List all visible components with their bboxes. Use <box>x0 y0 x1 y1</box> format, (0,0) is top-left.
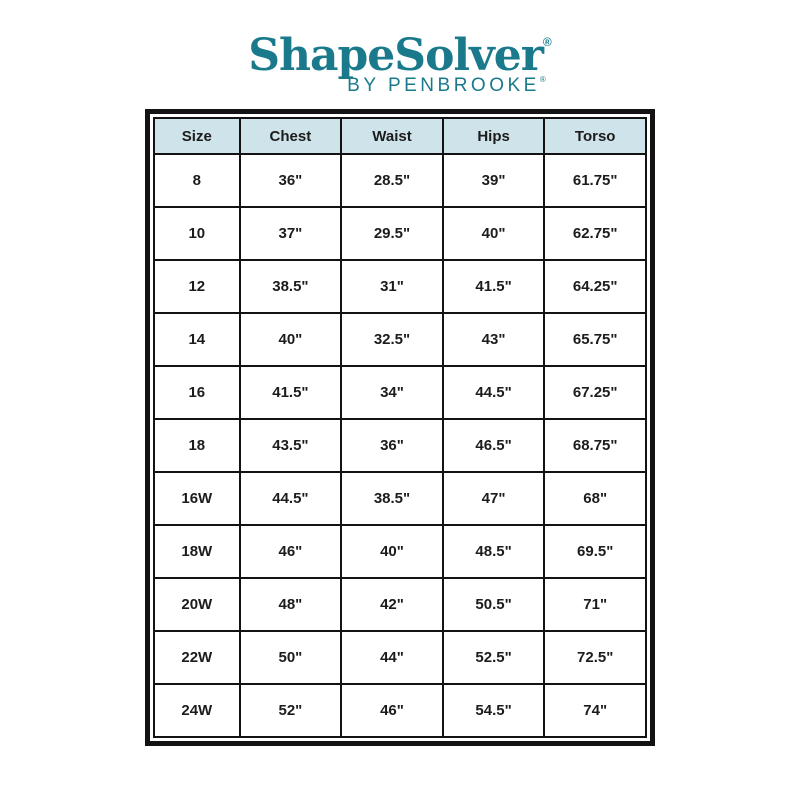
table-cell: 50.5" <box>441 577 546 633</box>
table-cell: 62.75" <box>543 206 647 262</box>
size-table-body: 8 36" 28.5" 39" 61.75" 10 37" 29.5" 40" 62.75" 12 3… <box>153 153 647 739</box>
table-cell: 31" <box>340 259 444 315</box>
table-cell: 74" <box>543 683 647 739</box>
table-cell: 18 <box>153 418 241 474</box>
table-cell: 54.5" <box>441 683 546 739</box>
table-cell: 24W <box>153 683 241 739</box>
table-row: 10 37" 29.5" 40" 62.75" <box>153 206 647 262</box>
table-row: 24W 52" 46" 54.5" 74" <box>153 683 647 739</box>
registered-trademark-icon: ® <box>539 75 546 85</box>
table-cell: 61.75" <box>543 153 647 209</box>
table-cell: 44.5" <box>441 365 546 421</box>
table-cell: 36" <box>340 418 444 474</box>
table-cell: 52.5" <box>441 630 546 686</box>
table-cell: 64.25" <box>543 259 647 315</box>
brand-name: ShapeSolver <box>248 30 544 81</box>
column-header-torso: Torso <box>543 117 647 156</box>
table-cell: 47" <box>441 471 546 527</box>
table-cell: 10 <box>153 206 241 262</box>
table-row: 12 38.5" 31" 41.5" 64.25" <box>153 259 647 315</box>
header-row: Size Chest Waist Hips Torso <box>153 117 647 156</box>
brand-logo: ShapeSolver® BY PENBROOKE® <box>248 0 551 97</box>
column-header-chest: Chest <box>238 117 343 156</box>
table-row: 18W 46" 40" 48.5" 69.5" <box>153 524 647 580</box>
table-cell: 43.5" <box>238 418 343 474</box>
table-cell: 65.75" <box>543 312 647 368</box>
table-cell: 43" <box>441 312 546 368</box>
brand-subtitle: BY PENBROOKE® <box>248 75 551 97</box>
table-cell: 72.5" <box>543 630 647 686</box>
table-cell: 32.5" <box>340 312 444 368</box>
table-cell: 67.25" <box>543 365 647 421</box>
table-row: 8 36" 28.5" 39" 61.75" <box>153 153 647 209</box>
table-cell: 20W <box>153 577 241 633</box>
table-cell: 22W <box>153 630 241 686</box>
column-header-size: Size <box>153 117 241 156</box>
table-cell: 40" <box>238 312 343 368</box>
table-cell: 29.5" <box>340 206 444 262</box>
table-cell: 42" <box>340 577 444 633</box>
table-cell: 28.5" <box>340 153 444 209</box>
table-cell: 38.5" <box>238 259 343 315</box>
table-row: 14 40" 32.5" 43" 65.75" <box>153 312 647 368</box>
table-cell: 39" <box>441 153 546 209</box>
table-cell: 46.5" <box>441 418 546 474</box>
table-row: 18 43.5" 36" 46.5" 68.75" <box>153 418 647 474</box>
table-cell: 18W <box>153 524 241 580</box>
table-cell: 50" <box>238 630 343 686</box>
table-cell: 44" <box>340 630 444 686</box>
table-row: 16 41.5" 34" 44.5" 67.25" <box>153 365 647 421</box>
size-chart-table: Size Chest Waist Hips Torso 8 36" 28.5" 39"… <box>153 117 647 739</box>
table-cell: 40" <box>441 206 546 262</box>
table-cell: 14 <box>153 312 241 368</box>
table-cell: 36" <box>238 153 343 209</box>
column-header-hips: Hips <box>441 117 546 156</box>
table-cell: 37" <box>238 206 343 262</box>
table-row: 16W 44.5" 38.5" 47" 68" <box>153 471 647 527</box>
brand-wordmark: ShapeSolver® <box>248 30 552 81</box>
table-cell: 41.5" <box>441 259 546 315</box>
table-cell: 48" <box>238 577 343 633</box>
table-cell: 69.5" <box>543 524 647 580</box>
table-cell: 52" <box>238 683 343 739</box>
table-cell: 8 <box>153 153 241 209</box>
table-cell: 71" <box>543 577 647 633</box>
table-cell: 68" <box>543 471 647 527</box>
table-cell: 12 <box>153 259 241 315</box>
table-cell: 44.5" <box>238 471 343 527</box>
registered-trademark-icon: ® <box>542 35 552 49</box>
column-header-waist: Waist <box>340 117 444 156</box>
table-cell: 38.5" <box>340 471 444 527</box>
table-cell: 34" <box>340 365 444 421</box>
table-row: 22W 50" 44" 52.5" 72.5" <box>153 630 647 686</box>
table-cell: 16 <box>153 365 241 421</box>
table-cell: 68.75" <box>543 418 647 474</box>
table-row: 20W 48" 42" 50.5" 71" <box>153 577 647 633</box>
table-cell: 40" <box>340 524 444 580</box>
table-cell: 16W <box>153 471 241 527</box>
table-cell: 48.5" <box>441 524 546 580</box>
table-cell: 46" <box>238 524 343 580</box>
size-chart-frame: Size Chest Waist Hips Torso 8 36" 28.5" 39"… <box>145 109 655 747</box>
table-cell: 46" <box>340 683 444 739</box>
brand-subtitle-text: BY PENBROOKE <box>347 75 540 97</box>
table-cell: 41.5" <box>238 365 343 421</box>
